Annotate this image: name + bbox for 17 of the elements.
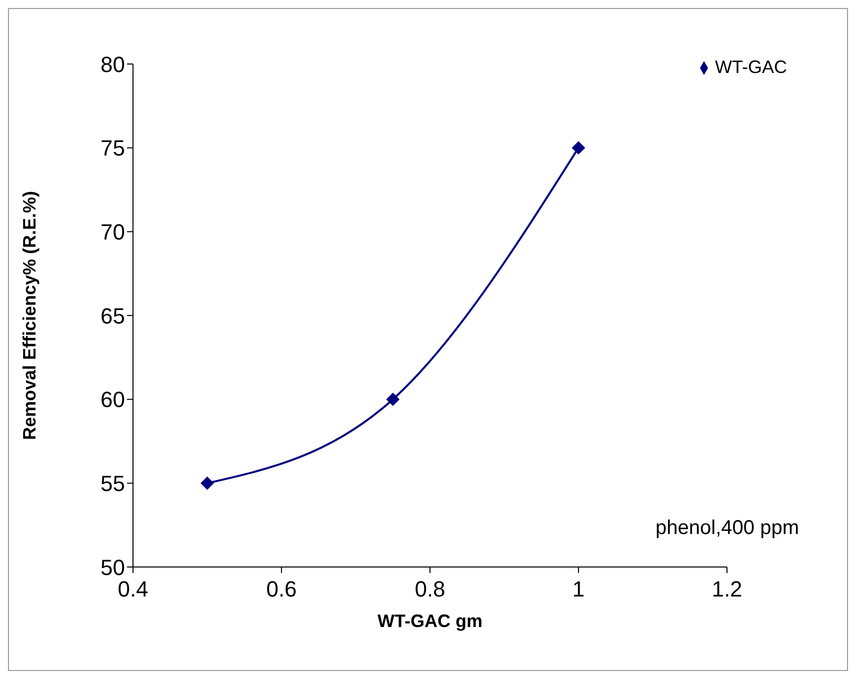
annotation: phenol,400 ppm [656,517,799,540]
x-tick-label: 0.8 [414,576,446,602]
y-tick-label: 70 [100,219,125,244]
x-tick-label: 1.2 [712,576,742,602]
x-axis-title: WT-GAC gm [378,611,482,631]
y-tick-label: 75 [100,136,125,161]
point [200,476,214,490]
x-tick-label: 0.6 [266,576,297,602]
x-tick-label: 1 [572,576,585,602]
y-axis-title: Removal Efficiency% (R.E.%) [19,190,40,440]
y-tick-label: 65 [100,303,125,328]
y-tick-label: 60 [100,387,125,412]
point [572,141,585,154]
point [386,392,400,406]
y-tick-label: 80 [100,52,125,77]
legend-label: WT-GAC [715,57,787,77]
y-tick-label: 55 [100,470,125,496]
